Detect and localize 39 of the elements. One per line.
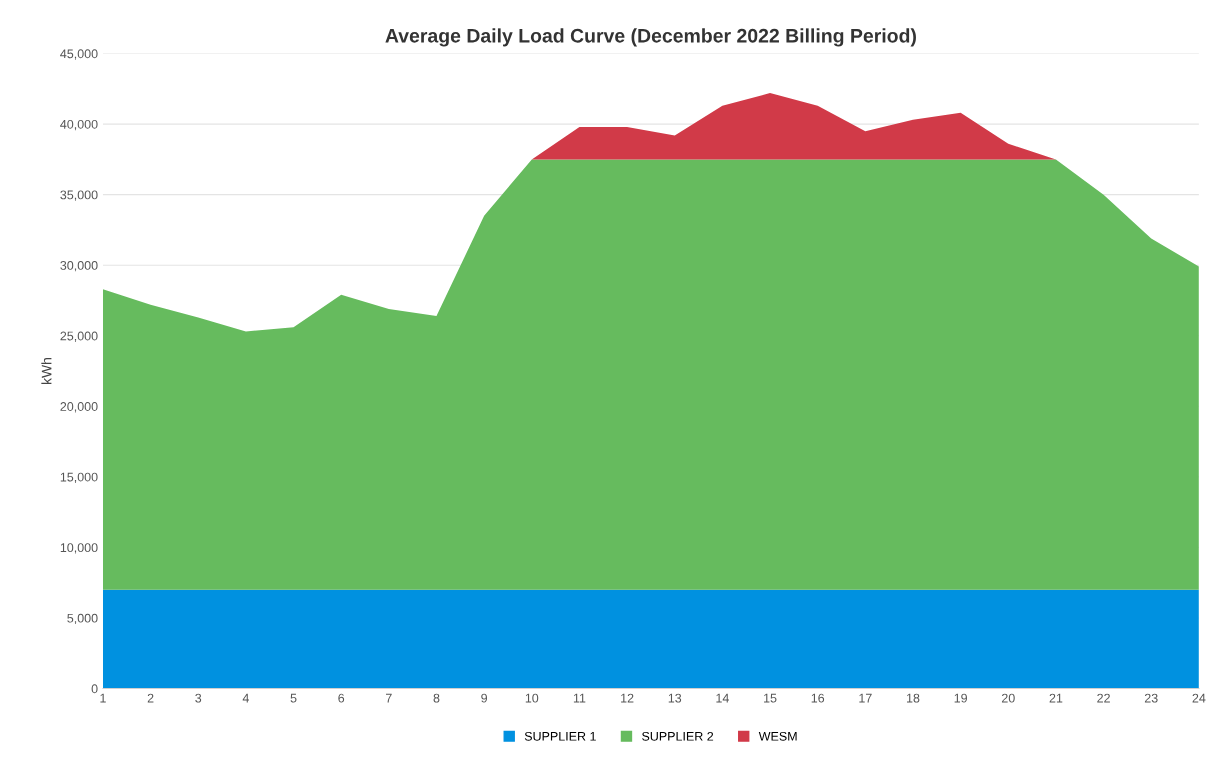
x-tick-label: 10 <box>525 693 539 703</box>
x-tick-label: 21 <box>1049 693 1063 703</box>
x-tick-label: 24 <box>1192 693 1206 703</box>
y-tick-label: 40,000 <box>60 119 98 131</box>
y-tick-label: 35,000 <box>60 190 98 201</box>
x-tick-label: 23 <box>1144 693 1158 703</box>
y-tick-label: 45,000 <box>60 49 98 60</box>
legend-label: WESM <box>758 731 797 741</box>
legend-label: SUPPLIER 2 <box>642 731 714 741</box>
x-tick-label: 12 <box>621 693 634 703</box>
x-tick-label: 11 <box>573 693 586 703</box>
x-tick-label: 4 <box>242 693 249 703</box>
x-tick-label: 13 <box>668 693 682 703</box>
x-tick-label: 8 <box>433 693 440 703</box>
y-tick-label: 15,000 <box>60 472 98 483</box>
x-tick-label: 19 <box>954 693 967 703</box>
y-tick-label: 30,000 <box>60 261 98 272</box>
x-tick-label: 15 <box>764 693 777 703</box>
y-axis-title: kWh <box>41 358 52 384</box>
y-tick-label: 20,000 <box>60 402 98 413</box>
x-tick-label: 7 <box>386 693 392 703</box>
x-tick-label: 2 <box>147 693 154 703</box>
chart-title: Average Daily Load Curve (December 2022 Billing Period) <box>385 28 916 47</box>
y-tick-label: 5,000 <box>67 613 98 625</box>
x-tick-label: 1 <box>100 693 106 703</box>
x-tick-label: 6 <box>338 693 345 703</box>
y-tick-label: 25,000 <box>60 331 98 342</box>
x-tick-label: 5 <box>290 693 297 703</box>
x-tick-label: 14 <box>716 693 729 703</box>
y-tick-label: 0 <box>91 684 98 694</box>
x-tick-label: 17 <box>859 693 872 703</box>
x-tick-label: 3 <box>195 693 202 703</box>
legend-label: SUPPLIER 1 <box>524 731 596 741</box>
x-tick-label: 20 <box>1001 693 1015 703</box>
y-tick-label: 10,000 <box>60 543 98 554</box>
x-tick-label: 22 <box>1097 693 1110 703</box>
x-tick-label: 16 <box>811 693 825 703</box>
x-tick-label: 18 <box>906 693 920 703</box>
x-tick-label: 9 <box>481 693 488 703</box>
